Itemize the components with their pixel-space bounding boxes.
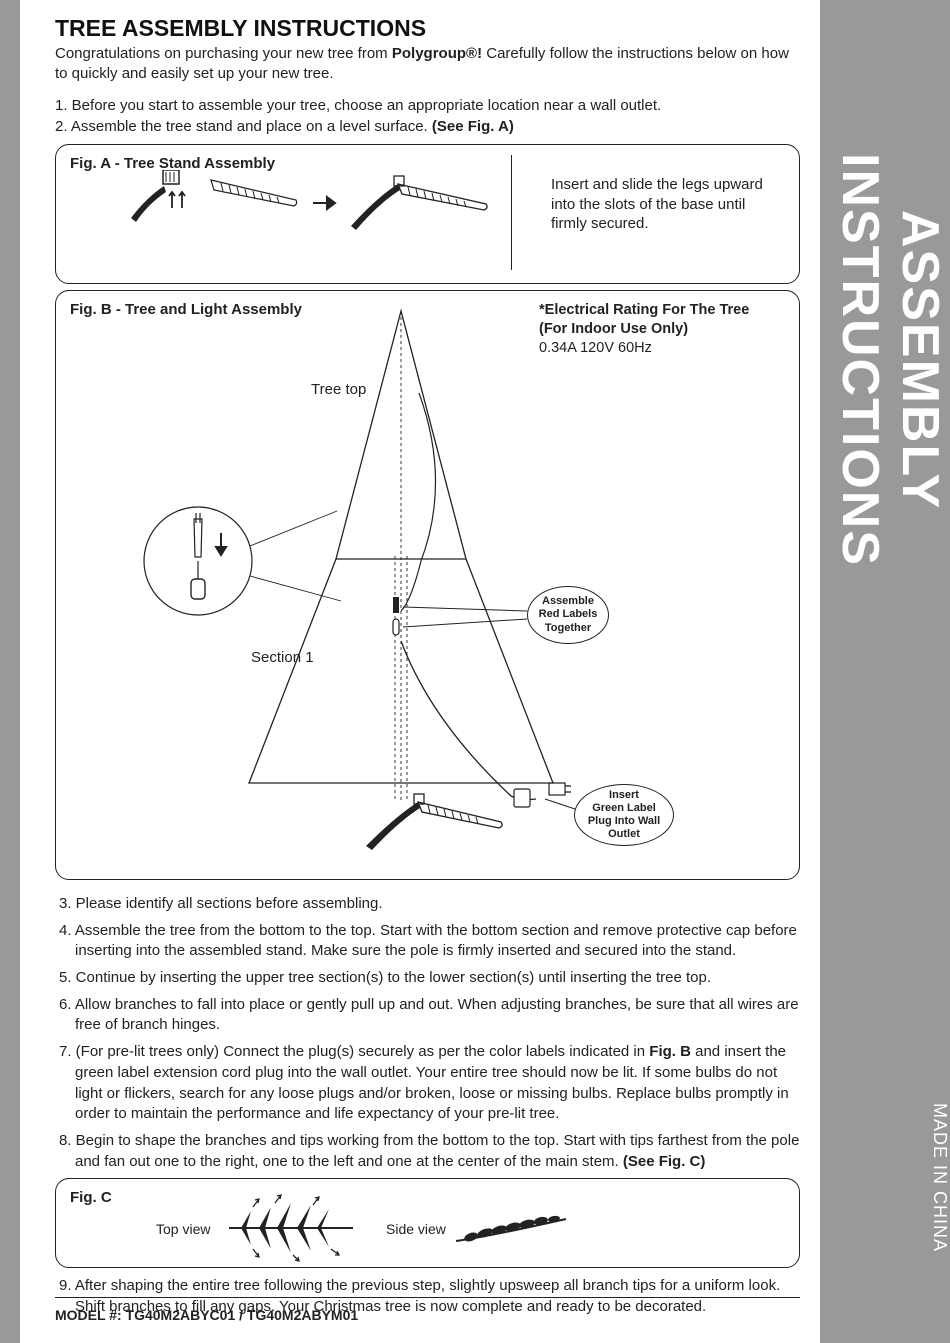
page-title: TREE ASSEMBLY INSTRUCTIONS [55,15,800,42]
step-7-fig: Fig. B [649,1043,691,1060]
callout1-l3: Together [545,622,591,635]
step-4: 4. Assemble the tree from the bottom to … [55,921,800,962]
step-3: 3. Please identify all sections before a… [55,894,800,915]
step-5: 5. Continue by inserting the upper tree … [55,968,800,989]
step-6: 6. Allow branches to fall into place or … [55,995,800,1036]
callout-green-label: Insert Green Label Plug Into Wall Outlet [574,784,674,846]
figure-b-box: Fig. B - Tree and Light Assembly *Electr… [55,290,800,880]
footer-rule [55,1297,800,1298]
step-8: 8. Begin to shape the branches and tips … [55,1131,800,1172]
intro-pre: Congratulations on purchasing your new t… [55,45,392,62]
callout1-l2: Red Labels [539,608,598,621]
sidebar-title: ASSEMBLY INSTRUCTIONS [820,35,950,685]
step-7: 7. (For pre-lit trees only) Connect the … [55,1042,800,1125]
callout1-l1: Assemble [542,595,594,608]
tree-diagram [71,301,761,866]
step-2-bold: (See Fig. A) [432,118,514,135]
figure-a-divider [511,155,512,270]
label-side-view: Side view [386,1221,446,1237]
step-8-bold: (See Fig. C) [623,1153,706,1170]
figure-a-box: Fig. A - Tree Stand Assembly Insert and … [55,144,800,284]
callout2-l3: Plug Into Wall [588,815,660,828]
right-sidebar: ASSEMBLY INSTRUCTIONS MADE IN CHINA [820,0,950,1343]
made-in-label: MADE IN CHINA [820,1093,950,1263]
step-1: 1. Before you start to assemble your tre… [55,95,800,117]
figure-a-instruction: Insert and slide the legs upward into th… [551,175,771,234]
content-area: TREE ASSEMBLY INSTRUCTIONS Congratulatio… [55,15,800,1324]
callout2-l1: Insert [609,789,639,802]
figure-c-box: Fig. C Top view Side view [55,1178,800,1268]
model-number: MODEL #: TG40M2ABYC01 / TG40M2ABYM01 [55,1307,358,1323]
branch-side-view-icon [451,1201,571,1251]
figure-c-title: Fig. C [70,1189,785,1206]
stand-assembled-icon [336,170,496,245]
intro-text: Congratulations on purchasing your new t… [55,44,800,85]
steps-bottom: 3. Please identify all sections before a… [55,894,800,1172]
step-2: 2. Assemble the tree stand and place on … [55,116,800,138]
label-top-view: Top view [156,1221,210,1237]
callout-red-labels: Assemble Red Labels Together [527,586,609,644]
step-2-text: 2. Assemble the tree stand and place on … [55,118,432,135]
steps-top: 1. Before you start to assemble your tre… [55,95,800,139]
stand-parts-icon [126,170,316,240]
intro-brand: Polygroup®! [392,45,482,62]
callout2-l4: Outlet [608,828,640,841]
step-7-pre: 7. (For pre-lit trees only) Connect the … [59,1043,649,1060]
branch-top-view-icon [221,1193,361,1263]
callout2-l2: Green Label [592,802,656,815]
left-sidebar [0,0,20,1343]
